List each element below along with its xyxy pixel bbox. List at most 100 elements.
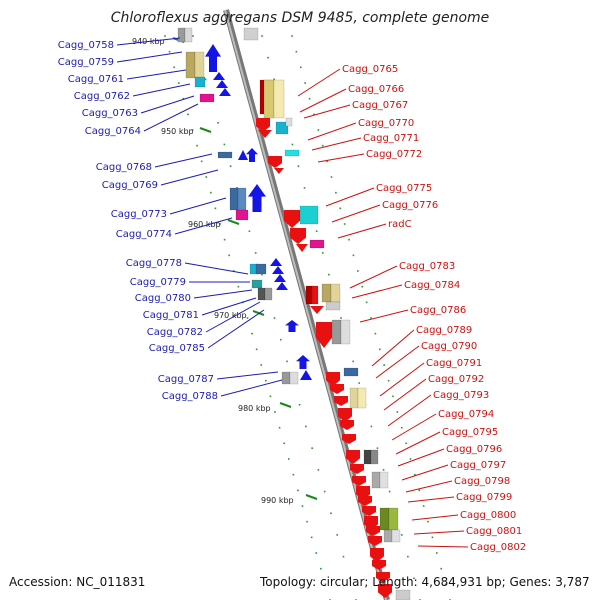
gene-label-cagg_0802[interactable]: Cagg_0802 [470, 542, 526, 553]
label-leader [375, 345, 420, 379]
gene-label-cagg_0798[interactable]: Cagg_0798 [454, 476, 510, 487]
label-leader [371, 329, 415, 367]
label-leader [411, 514, 459, 521]
gene-label-cagg_0799[interactable]: Cagg_0799 [456, 492, 512, 503]
backbone-highlight [224, 9, 387, 600]
kbp-mark-label: 960 kbp [188, 220, 221, 229]
forward-gene-arrow [340, 420, 354, 430]
gene-label-cagg_0800[interactable]: Cagg_0800 [460, 510, 516, 521]
gene-label-cagg_0758[interactable]: Cagg_0758 [58, 40, 114, 51]
label-leader [143, 103, 199, 132]
label-leader [207, 309, 265, 349]
gene-label-cagg_0768[interactable]: Cagg_0768 [96, 162, 152, 173]
label-leader [160, 169, 219, 186]
gene-feature-grey [289, 371, 299, 385]
gene-label-cagg_0796[interactable]: Cagg_0796 [446, 444, 502, 455]
gene-label-cagg_0791[interactable]: Cagg_0791 [426, 358, 482, 369]
label-leader [299, 88, 347, 113]
label-leader [397, 448, 445, 467]
gene-triangle [274, 274, 286, 282]
gene-label-cagg_0783[interactable]: Cagg_0783 [399, 261, 455, 272]
label-leader [325, 187, 375, 207]
gene-label-cagg_0793[interactable]: Cagg_0793 [433, 390, 489, 401]
accession-label: Accession: NC_011831 [9, 575, 146, 589]
gene-feature-steelblue [237, 187, 247, 211]
gene-label-cagg_0763[interactable]: Cagg_0763 [82, 108, 138, 119]
gene-label-cagg_0767[interactable]: Cagg_0767 [352, 100, 408, 111]
forward-gene-arrow [330, 384, 344, 394]
label-leader [383, 378, 427, 411]
label-leader [417, 545, 469, 548]
gene-feature-darkgrey [370, 449, 379, 465]
gene-label-cagg_0761[interactable]: Cagg_0761 [68, 74, 124, 85]
forward-gene-arrow [316, 322, 332, 348]
forward-gene-arrow [268, 156, 282, 168]
gene-label-cagg_0764[interactable]: Cagg_0764 [85, 126, 141, 137]
gene-label-cagg_0773[interactable]: Cagg_0773 [111, 209, 167, 220]
forward-gene-arrow [352, 476, 366, 486]
gene-feature-darkgrey [363, 449, 372, 465]
label-leader [395, 431, 441, 455]
label-leader [216, 371, 279, 380]
gene-label-cagg_0788[interactable]: Cagg_0788 [162, 391, 218, 402]
gene-feature-khaki [321, 283, 332, 303]
gene-label-cagg_0770[interactable]: Cagg_0770 [358, 118, 414, 129]
gene-label-cagg_0772[interactable]: Cagg_0772 [366, 149, 422, 160]
gene-label-cagg_0784[interactable]: Cagg_0784 [404, 280, 460, 291]
gene-feature-grey [184, 27, 193, 43]
gene-feature-khaki [330, 283, 341, 303]
gene-label-radc[interactable]: radC [388, 219, 412, 230]
gene-label-cagg_0778[interactable]: Cagg_0778 [126, 258, 182, 269]
gene-label-cagg_0774[interactable]: Cagg_0774 [116, 229, 172, 240]
label-leader [349, 265, 398, 289]
gene-feature-magenta [199, 93, 215, 103]
gene-triangle [272, 266, 284, 274]
gene-label-cagg_0782[interactable]: Cagg_0782 [147, 327, 203, 338]
gene-triangle [270, 258, 282, 266]
gene-label-cagg_0797[interactable]: Cagg_0797 [450, 460, 506, 471]
gene-label-cagg_0769[interactable]: Cagg_0769 [102, 180, 158, 191]
gene-label-cagg_0790[interactable]: Cagg_0790 [421, 341, 477, 352]
label-leader [174, 217, 233, 235]
forward-gene-arrow [368, 536, 382, 546]
label-leader [311, 137, 362, 151]
gene-label-cagg_0792[interactable]: Cagg_0792 [428, 374, 484, 385]
gene-feature-grey [391, 529, 401, 543]
gene-feature-darkgrey [257, 287, 266, 301]
gene-triangle [238, 150, 248, 160]
gene-label-cagg_0785[interactable]: Cagg_0785 [149, 343, 205, 354]
forward-gene-arrow [350, 464, 364, 474]
gene-label-cagg_0787[interactable]: Cagg_0787 [158, 374, 214, 385]
label-leader [401, 464, 449, 481]
gene-triangle [274, 168, 284, 174]
gene-label-cagg_0766[interactable]: Cagg_0766 [348, 84, 404, 95]
reverse-gene-arrow [246, 148, 258, 162]
gene-feature-cyan [299, 205, 319, 225]
gene-label-cagg_0795[interactable]: Cagg_0795 [442, 427, 498, 438]
gene-label-cagg_0794[interactable]: Cagg_0794 [438, 409, 494, 420]
forward-gene-arrow [338, 408, 352, 422]
gene-feature-magenta [235, 209, 249, 221]
gene-label-cagg_0779[interactable]: Cagg_0779 [130, 277, 186, 288]
forward-gene-arrow [326, 372, 340, 386]
gene-label-cagg_0775[interactable]: Cagg_0775 [376, 183, 432, 194]
gene-label-cagg_0762[interactable]: Cagg_0762 [74, 91, 130, 102]
gene-label-cagg_0776[interactable]: Cagg_0776 [382, 200, 438, 211]
kbp-tick [199, 127, 212, 133]
gene-feature-khaki [357, 387, 367, 409]
forward-gene-arrow [358, 496, 372, 506]
gene-label-cagg_0789[interactable]: Cagg_0789 [416, 325, 472, 336]
gene-label-cagg_0780[interactable]: Cagg_0780 [135, 293, 191, 304]
gene-feature-khaki [263, 79, 275, 119]
label-leader [205, 301, 261, 333]
gene-label-cagg_0801[interactable]: Cagg_0801 [466, 526, 522, 537]
gene-label-cagg_0771[interactable]: Cagg_0771 [363, 133, 419, 144]
gene-label-cagg_0759[interactable]: Cagg_0759 [58, 57, 114, 68]
gene-feature-red [311, 285, 319, 305]
label-leader [193, 289, 253, 299]
gene-label-cagg_0781[interactable]: Cagg_0781 [143, 310, 199, 321]
gene-label-cagg_0765[interactable]: Cagg_0765 [342, 64, 398, 75]
label-leader [407, 496, 455, 503]
gene-label-cagg_0786[interactable]: Cagg_0786 [410, 305, 466, 316]
gene-feature-steelblue [229, 187, 239, 211]
